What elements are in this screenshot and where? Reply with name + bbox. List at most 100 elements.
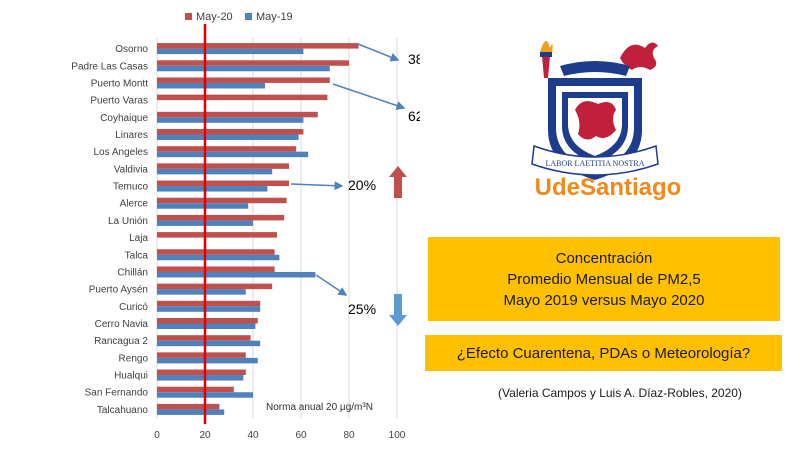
bar-may20-15 bbox=[157, 300, 261, 307]
bar-may20-13 bbox=[157, 266, 275, 272]
category-label-18: Rengo bbox=[119, 353, 149, 364]
brand-wordmark: UdeSantiago bbox=[534, 174, 682, 201]
bar-may20-10 bbox=[157, 214, 285, 221]
reference-line-group: Norma anual 20 µg/m³N bbox=[203, 24, 373, 424]
category-label-11: Laja bbox=[129, 233, 148, 244]
category-label-2: Puerto Montt bbox=[91, 78, 148, 89]
x-tick-label-5: 100 bbox=[389, 430, 406, 441]
category-label-12: Talca bbox=[125, 250, 149, 261]
category-label-5: Linares bbox=[115, 130, 148, 141]
category-label-19: Hualqui bbox=[114, 371, 148, 382]
title-line-3: Mayo 2019 versus Mayo 2020 bbox=[503, 291, 705, 309]
annotation-pointer-0 bbox=[357, 43, 400, 62]
category-label-6: Los Angeles bbox=[94, 147, 149, 158]
legend-label-0: May-20 bbox=[196, 11, 233, 23]
bar-may19-6 bbox=[157, 151, 309, 158]
bar-may20-2 bbox=[157, 77, 330, 83]
bar-may19-18 bbox=[157, 357, 258, 364]
bar-may20-14 bbox=[157, 283, 273, 290]
bar-may19-9 bbox=[157, 203, 249, 209]
category-label-17: Rancagua 2 bbox=[94, 336, 148, 347]
bar-may19-15 bbox=[157, 306, 261, 312]
legend-swatch-1 bbox=[245, 13, 252, 20]
annotation-arrow-up-icon bbox=[389, 166, 407, 198]
category-label-7: Valdivia bbox=[114, 164, 149, 175]
x-axis-ticks: 0 20 40 60 80 100 bbox=[154, 430, 406, 441]
bar-may19-1 bbox=[157, 65, 330, 72]
category-label-8: Temuco bbox=[113, 182, 148, 193]
category-label-4: Coyhaique bbox=[100, 113, 148, 124]
annotation-arrow-down-icon bbox=[389, 294, 407, 326]
legend-label-1: May-19 bbox=[256, 11, 293, 23]
bar-may20-16 bbox=[157, 318, 258, 324]
category-label-0: Osorno bbox=[115, 44, 148, 55]
bar-may20-19 bbox=[157, 369, 246, 376]
category-axis-labels: Osorno Padre Las Casas Puerto Montt Puerto … bbox=[71, 44, 148, 416]
bar-may19-17 bbox=[157, 340, 261, 347]
bar-may19-2 bbox=[157, 82, 265, 89]
bar-may19-14 bbox=[157, 289, 246, 295]
bar-may20-4 bbox=[157, 111, 318, 118]
motto-ribbon: LABOR LAETITIA NOSTRA bbox=[531, 144, 659, 176]
bar-may19-12 bbox=[157, 254, 280, 261]
annotation-label-0: 38% bbox=[408, 51, 420, 67]
title-box: Concentración Promedio Mensual de PM2,5 … bbox=[428, 237, 780, 321]
annotation-pointer-3 bbox=[315, 274, 348, 296]
bar-may20-8 bbox=[157, 180, 289, 187]
x-tick-label-0: 0 bbox=[154, 430, 160, 441]
annotation-label-1: 62% bbox=[408, 108, 420, 124]
annotation-pointer-1 bbox=[332, 83, 406, 110]
category-label-3: Puerto Varas bbox=[90, 96, 148, 107]
motto-text: LABOR LAETITIA NOSTRA bbox=[545, 159, 644, 168]
category-label-21: Talcahuano bbox=[97, 405, 149, 416]
annotation-label-3: 25% bbox=[348, 301, 376, 317]
crest-lion-icon bbox=[620, 42, 658, 70]
bar-may19-7 bbox=[157, 168, 273, 175]
credit-text: (Valeria Campos y Luis A. Díaz-Robles, 2… bbox=[498, 386, 742, 400]
category-label-10: La Unión bbox=[108, 216, 148, 227]
bar-may19-4 bbox=[157, 117, 304, 123]
category-label-15: Curicó bbox=[119, 302, 148, 313]
bar-may19-21 bbox=[157, 409, 225, 415]
bar-may19-5 bbox=[157, 134, 299, 140]
bar-may20-11 bbox=[157, 232, 277, 238]
bar-may20-21 bbox=[157, 403, 220, 410]
bar-may20-20 bbox=[157, 386, 234, 393]
bar-may20-3 bbox=[157, 94, 328, 101]
reference-line-label: Norma anual 20 µg/m³N bbox=[266, 402, 373, 413]
bar-may20-9 bbox=[157, 197, 287, 204]
category-label-16: Cerro Navia bbox=[95, 319, 149, 330]
bar-may20-7 bbox=[157, 163, 289, 169]
chart-annotations: 38% 62% 20% 25% bbox=[290, 43, 420, 326]
annotation-pointer-2 bbox=[290, 181, 344, 191]
question-box: ¿Efecto Cuarentena, PDAs o Meteorología? bbox=[425, 335, 782, 371]
x-tick-label-4: 80 bbox=[343, 430, 355, 441]
chart-bars bbox=[157, 43, 359, 415]
bar-may19-8 bbox=[157, 186, 268, 192]
category-label-20: San Fernando bbox=[85, 388, 149, 399]
annotation-label-2: 20% bbox=[348, 177, 376, 193]
x-tick-label-3: 60 bbox=[295, 430, 307, 441]
bar-may20-1 bbox=[157, 60, 349, 66]
x-tick-label-2: 40 bbox=[247, 430, 259, 441]
shield-icon bbox=[548, 78, 642, 180]
title-line-2: Promedio Mensual de PM2,5 bbox=[507, 270, 701, 288]
bar-may20-5 bbox=[157, 129, 304, 135]
bar-may19-13 bbox=[157, 271, 316, 278]
bar-may20-12 bbox=[157, 249, 275, 255]
bar-may20-0 bbox=[157, 43, 359, 49]
bar-may19-19 bbox=[157, 375, 244, 381]
category-label-9: Alerce bbox=[120, 199, 149, 210]
title-line-1: Concentración bbox=[555, 249, 653, 267]
legend-swatch-0 bbox=[185, 13, 192, 20]
bar-may20-18 bbox=[157, 352, 246, 358]
category-label-14: Puerto Aysén bbox=[89, 285, 148, 296]
x-tick-label-1: 20 bbox=[199, 430, 211, 441]
category-label-13: Chillán bbox=[117, 267, 148, 278]
bar-chart: May-20 May-19 Osorno Padre Las Casas Puerto… bbox=[71, 11, 420, 441]
torch-icon bbox=[540, 40, 553, 78]
category-label-1: Padre Las Casas bbox=[71, 61, 148, 72]
chart-legend: May-20 May-19 bbox=[185, 11, 293, 23]
bar-may20-6 bbox=[157, 146, 297, 152]
university-shield-logo: LABOR LAETITIA NOSTRA bbox=[531, 40, 659, 180]
